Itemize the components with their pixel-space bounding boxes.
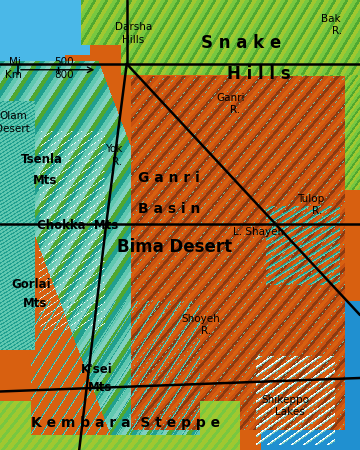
Text: Darsha: Darsha — [114, 22, 152, 32]
Text: Shoyeh: Shoyeh — [181, 314, 220, 324]
Text: B a s i n: B a s i n — [138, 202, 201, 216]
Text: Hills: Hills — [122, 35, 144, 45]
Text: R.: R. — [201, 326, 211, 336]
Text: Lakes: Lakes — [275, 407, 305, 417]
Text: Km: Km — [5, 70, 22, 80]
Text: Olam: Olam — [0, 111, 28, 121]
Text: Tsenla: Tsenla — [21, 153, 62, 166]
Text: Yok: Yok — [105, 144, 122, 154]
Text: Bima Desert: Bima Desert — [117, 238, 232, 256]
Text: Mts: Mts — [88, 382, 112, 394]
Text: 800: 800 — [54, 70, 74, 80]
Text: R.: R. — [230, 105, 240, 115]
Text: R.: R. — [312, 207, 323, 216]
Text: Desert: Desert — [0, 124, 29, 134]
Text: K'sei: K'sei — [81, 364, 112, 376]
Text: Tulop: Tulop — [297, 194, 324, 204]
Text: G a n r i: G a n r i — [138, 171, 200, 185]
Text: Ganri: Ganri — [216, 93, 245, 103]
Text: L. Shayeh: L. Shayeh — [233, 227, 284, 237]
Text: Chokka  Mts: Chokka Mts — [37, 220, 118, 232]
Text: H i l l s: H i l l s — [228, 65, 291, 83]
Text: K e m b a r a  S t e p p e: K e m b a r a S t e p p e — [31, 416, 221, 430]
Text: S n a k e: S n a k e — [201, 34, 281, 52]
Text: R.: R. — [112, 157, 122, 167]
Text: Mts: Mts — [33, 174, 57, 186]
Text: R.: R. — [332, 27, 342, 36]
Text: Bak: Bak — [321, 14, 341, 24]
Text: 500: 500 — [54, 57, 74, 67]
Text: Mi: Mi — [9, 57, 21, 67]
Text: Mts: Mts — [23, 297, 48, 310]
Text: Gorlai: Gorlai — [12, 278, 51, 291]
Text: Shikeppo: Shikeppo — [261, 395, 309, 405]
